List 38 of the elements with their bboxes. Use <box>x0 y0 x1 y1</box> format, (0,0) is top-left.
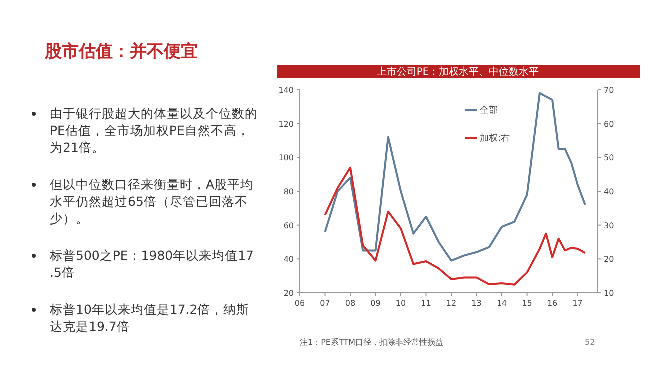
text: 标普500之PE：1980年以来均值17.5倍 <box>49 248 254 280</box>
y-tick-label: 20 <box>284 289 294 298</box>
y-tick-label: 100 <box>278 154 294 163</box>
x-tick-label: 13 <box>472 299 482 308</box>
y2-tick-label: 50 <box>604 154 614 163</box>
y2-tick-label: 60 <box>604 120 614 129</box>
text: 但以中位数口径来衡量时，A股平均水平仍然超过65倍（尽管已回落不少）。 <box>50 177 254 226</box>
y-tick-label: 140 <box>278 86 294 95</box>
text: 注1：PE系TTM口径，扣除非经常性损益 <box>300 338 444 347</box>
text: 股市估值：并不便宜 <box>44 42 198 62</box>
y2-tick-label: 20 <box>604 255 614 264</box>
x-tick-label: 15 <box>522 299 532 308</box>
text: 标普10年以来均值是17.2倍，纳斯达克是19.7倍 <box>49 302 250 334</box>
x-tick-label: 08 <box>345 299 356 308</box>
x-tick-label: 09 <box>370 299 381 308</box>
y2-tick-label: 70 <box>604 86 614 95</box>
y-tick-label: 40 <box>284 255 294 264</box>
x-tick-label: 10 <box>396 299 406 308</box>
text: 由于银行股超大的体量以及个位数的PE估值，全市场加权PE自然不高，为21倍。 <box>50 106 258 155</box>
line-series <box>324 166 586 286</box>
y-tick-label: 80 <box>284 188 294 196</box>
y2-tick-label: 40 <box>604 188 614 196</box>
x-tick-label: 07 <box>320 299 330 308</box>
x-tick-label: 16 <box>547 299 558 308</box>
x-tick-label: 06 <box>294 299 306 308</box>
x-tick-label: 12 <box>446 299 457 308</box>
y-tick-label: 60 <box>284 221 294 230</box>
x-tick-label: 11 <box>421 299 432 308</box>
y2-tick-label: 30 <box>604 221 614 230</box>
chart-subtitle: 上市公司PE：加权水平、中位数水平 <box>376 66 540 78</box>
legend-label: 全部 <box>480 105 498 116</box>
legend-label: 加权:右 <box>480 133 510 144</box>
y-tick-label: 120 <box>278 120 294 129</box>
x-tick-label: 14 <box>496 299 508 308</box>
text: 52 <box>585 338 596 347</box>
line-series <box>324 92 586 262</box>
x-tick-label: 17 <box>572 299 583 308</box>
y2-tick-label: 10 <box>604 289 614 298</box>
